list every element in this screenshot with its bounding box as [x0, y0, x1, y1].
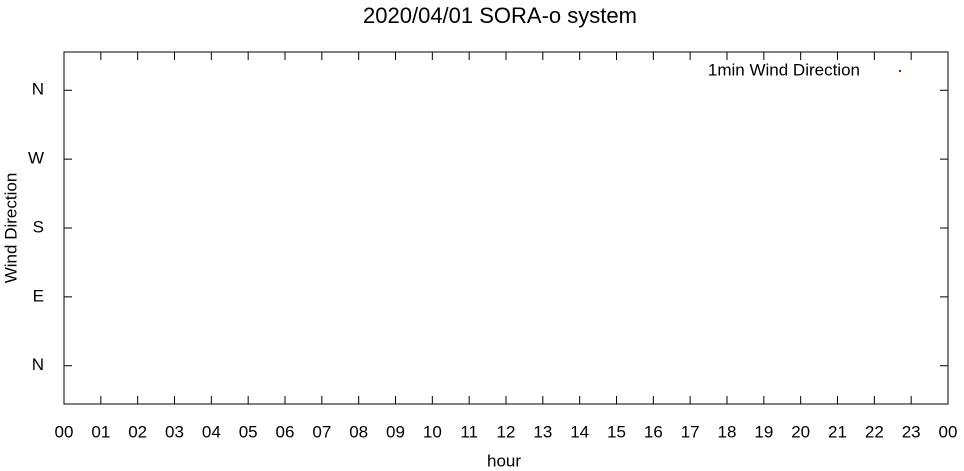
x-tick-label: 07 — [312, 422, 331, 441]
x-tick-label: 00 — [55, 422, 74, 441]
x-tick-label: 22 — [865, 422, 884, 441]
x-tick-label: 20 — [791, 422, 810, 441]
x-axis-label: hour — [487, 451, 521, 470]
x-tick-label: 08 — [349, 422, 368, 441]
x-tick-label: 21 — [828, 422, 847, 441]
y-tick-label: W — [28, 149, 44, 168]
x-tick-label: 00 — [939, 422, 958, 441]
y-tick-label: N — [32, 355, 44, 374]
x-tick-label: 10 — [423, 422, 442, 441]
x-tick-label: 09 — [386, 422, 405, 441]
x-tick-label: 06 — [276, 422, 295, 441]
y-tick-label: S — [33, 217, 44, 236]
x-tick-label: 11 — [460, 422, 478, 441]
chart-title: 2020/04/01 SORA-o system — [363, 3, 637, 28]
x-tick-label: 05 — [239, 422, 258, 441]
x-tick-label: 19 — [754, 422, 773, 441]
plot-frame — [63, 51, 949, 405]
x-tick-label: 01 — [91, 422, 110, 441]
x-tick-label: 04 — [202, 422, 221, 441]
x-tick-label: 03 — [165, 422, 184, 441]
x-tick-label: 18 — [718, 422, 737, 441]
x-tick-label: 15 — [607, 422, 626, 441]
y-tick-label: N — [32, 80, 44, 99]
y-tick-label: E — [33, 286, 44, 305]
x-tick-label: 23 — [902, 422, 921, 441]
x-tick-label: 12 — [497, 422, 516, 441]
legend-marker — [899, 70, 901, 72]
x-tick-label: 14 — [570, 422, 589, 441]
x-tick-label: 16 — [644, 422, 663, 441]
x-tick-label: 17 — [681, 422, 700, 441]
x-tick-label: 13 — [533, 422, 552, 441]
y-axis-label: Wind Direction — [1, 173, 20, 284]
legend-label: 1min Wind Direction — [708, 60, 860, 79]
x-tick-label: 02 — [128, 422, 147, 441]
